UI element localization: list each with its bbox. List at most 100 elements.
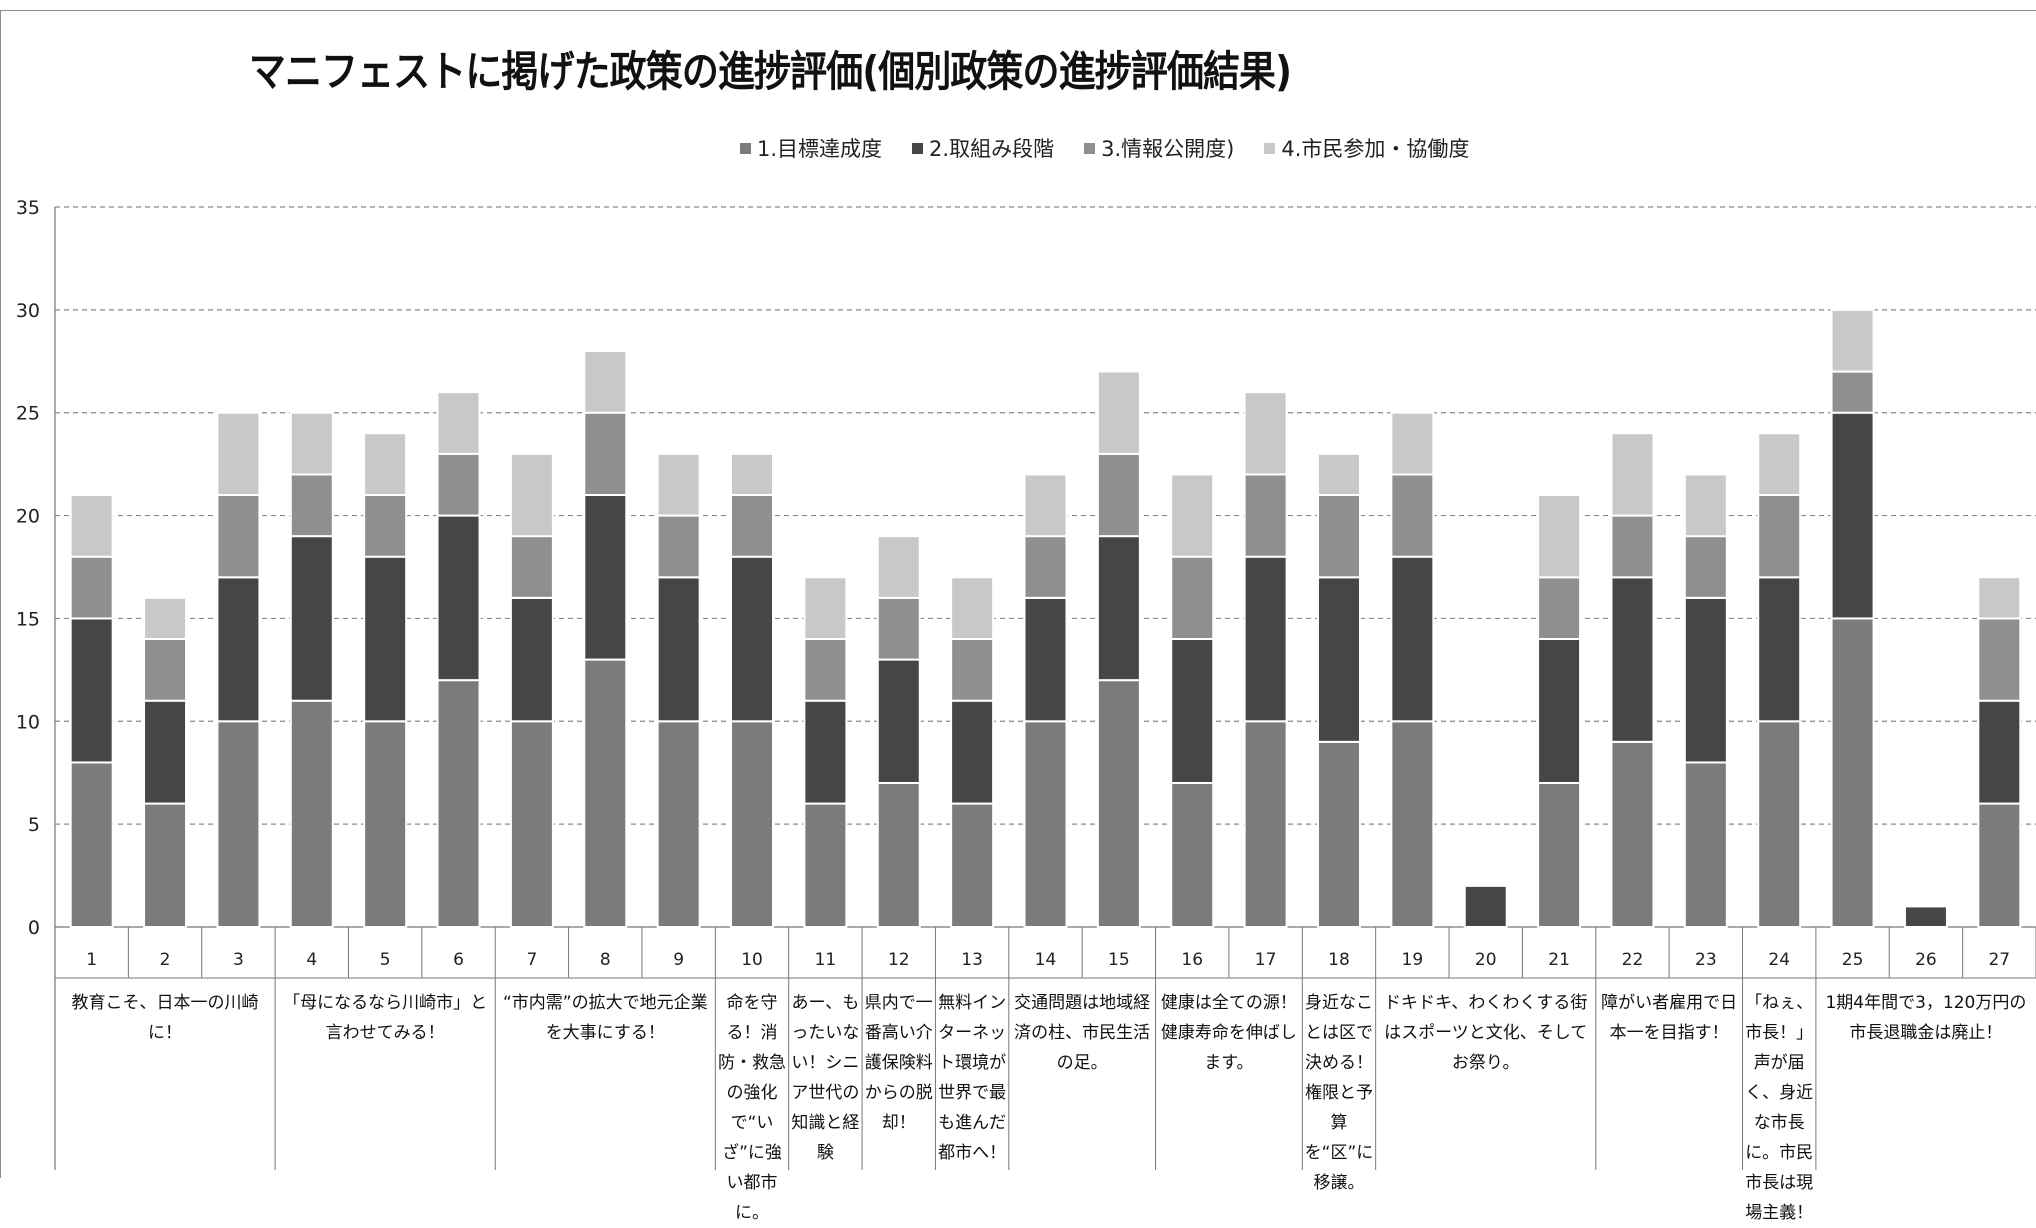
legend-swatch-s2 xyxy=(912,142,924,154)
bar-segment xyxy=(656,576,701,723)
bar-segment xyxy=(876,782,921,928)
group-label: 無料インターネット環境が世界で最も進んだ都市へ！ xyxy=(938,993,1007,1163)
legend-swatch-s4 xyxy=(1264,142,1276,154)
chart-title: マニフェストに掲げた政策の進捗評価(個別政策の進捗評価結果) xyxy=(248,47,1292,96)
bar-segment xyxy=(1096,370,1141,455)
bar-segment xyxy=(1683,596,1728,764)
bar-segment xyxy=(730,452,775,497)
group-label: 1期4年間で3，120万円の市長退職金は廃止！ xyxy=(1825,993,2027,1043)
legend-label-s1: 1.目標達成度 xyxy=(757,137,883,161)
bar-segment xyxy=(1537,576,1582,640)
bar-segment xyxy=(509,452,554,538)
bar-segment xyxy=(1537,782,1582,928)
bar-segment xyxy=(1316,452,1361,497)
bar-segment xyxy=(143,699,188,805)
bar-segment xyxy=(583,494,628,661)
bar-segment xyxy=(216,494,261,579)
bar-segment xyxy=(436,452,481,517)
bar-segment xyxy=(1463,884,1508,928)
x-tick-label: 1 xyxy=(86,950,97,970)
bar-segment xyxy=(656,514,701,579)
bar-segment xyxy=(1683,761,1728,929)
x-tick-label: 23 xyxy=(1695,950,1717,970)
bar-segment xyxy=(69,617,114,764)
bar-segment xyxy=(876,658,921,784)
bar-segment xyxy=(509,720,554,928)
x-tick-label: 27 xyxy=(1988,950,2010,970)
x-tick-label: 24 xyxy=(1768,950,1790,970)
x-tick-label: 15 xyxy=(1108,950,1130,970)
bar-segment xyxy=(1170,555,1215,641)
bar-segment xyxy=(289,473,334,538)
legend-swatch-s3 xyxy=(1084,142,1096,154)
bar-segment xyxy=(656,452,701,517)
group-label: 命を守る！消防・救急の強化で“いざ”に強い都市に。 xyxy=(718,993,786,1223)
group-label: 県内で一番高い介護保険料からの脱却！ xyxy=(864,993,933,1133)
bar-segment xyxy=(436,514,481,682)
x-tick-label: 26 xyxy=(1915,950,1937,970)
x-tick-label: 2 xyxy=(160,950,171,970)
x-tick-label: 13 xyxy=(961,950,983,970)
bar-segment xyxy=(1977,576,2022,620)
bar-segment xyxy=(1977,802,2022,928)
group-label: 障がい者雇用で日本一を目指す！ xyxy=(1601,993,1738,1043)
bar-segment xyxy=(950,638,995,702)
bar-segment xyxy=(1610,514,1655,579)
group-label: 教育こそ、日本一の川崎に！ xyxy=(71,993,259,1043)
bar-segment xyxy=(656,720,701,928)
bar-segment xyxy=(876,596,921,661)
bar-segment xyxy=(730,494,775,558)
bar-segment xyxy=(583,350,628,414)
bar-segment xyxy=(1243,555,1288,723)
bar-segment xyxy=(436,391,481,455)
x-tick-label: 10 xyxy=(741,950,763,970)
legend-item-s4: 4.市民参加・協働度 xyxy=(1264,133,1469,163)
group-label: 身近なことは区で決める！権限と予算を“区”に移譲。 xyxy=(1304,993,1374,1193)
bar-segment xyxy=(436,679,481,929)
legend-item-s2: 2.取組み段階 xyxy=(912,133,1054,163)
bar-segment xyxy=(1243,473,1288,558)
x-tick-label: 16 xyxy=(1181,950,1203,970)
bar-segment xyxy=(289,411,334,476)
legend-label-s4: 4.市民参加・協働度 xyxy=(1281,137,1470,161)
bar-segment xyxy=(950,699,995,805)
bar-segment xyxy=(1830,308,1875,373)
y-tick-label: 15 xyxy=(16,608,40,630)
bar-segment xyxy=(1023,596,1068,723)
group-label: 交通問題は地域経済の柱、市民生活の足。 xyxy=(1014,993,1151,1073)
bar-segment xyxy=(143,802,188,928)
x-tick-label: 19 xyxy=(1402,950,1424,970)
bar-segment xyxy=(876,535,921,599)
legend-label-s3: 3.情報公開度) xyxy=(1101,137,1235,161)
group-label: 「ねぇ、市長！」声が届く、身近な市長に。市民市長は現場主義！ xyxy=(1745,993,1814,1223)
x-tick-label: 22 xyxy=(1622,950,1644,970)
bar-segment xyxy=(216,720,261,928)
chart-legend: 1.目標達成度 2.取組み段階 3.情報公開度) 4.市民参加・協働度 xyxy=(740,131,1500,165)
bar-segment xyxy=(1830,411,1875,620)
bar-segment xyxy=(1096,452,1141,538)
bar-segment xyxy=(1390,720,1435,928)
bar-segment xyxy=(1977,699,2022,805)
bar-segment xyxy=(1096,679,1141,929)
x-tick-label: 17 xyxy=(1255,950,1277,970)
bar-segment xyxy=(216,576,261,723)
bar-segment xyxy=(1537,494,1582,579)
chart-frame xyxy=(0,10,2036,1178)
bar-segment xyxy=(509,535,554,599)
legend-swatch-s1 xyxy=(740,142,751,154)
group-label: “市内需”の拡大で地元企業を大事にする！ xyxy=(502,993,708,1043)
y-tick-label: 0 xyxy=(28,917,40,939)
y-tick-label: 25 xyxy=(16,403,40,425)
bar-segment xyxy=(1023,535,1068,599)
x-tick-label: 20 xyxy=(1475,950,1497,970)
bar-segment xyxy=(1023,720,1068,928)
bar-segment xyxy=(289,699,334,929)
y-tick-label: 10 xyxy=(16,711,40,733)
bar-segment xyxy=(69,761,114,929)
legend-item-s3: 3.情報公開度) xyxy=(1084,133,1234,163)
y-tick-label: 5 xyxy=(28,814,40,836)
bar-segment xyxy=(1830,617,1875,929)
bar-segment xyxy=(730,555,775,723)
y-tick-label: 35 xyxy=(16,197,40,219)
